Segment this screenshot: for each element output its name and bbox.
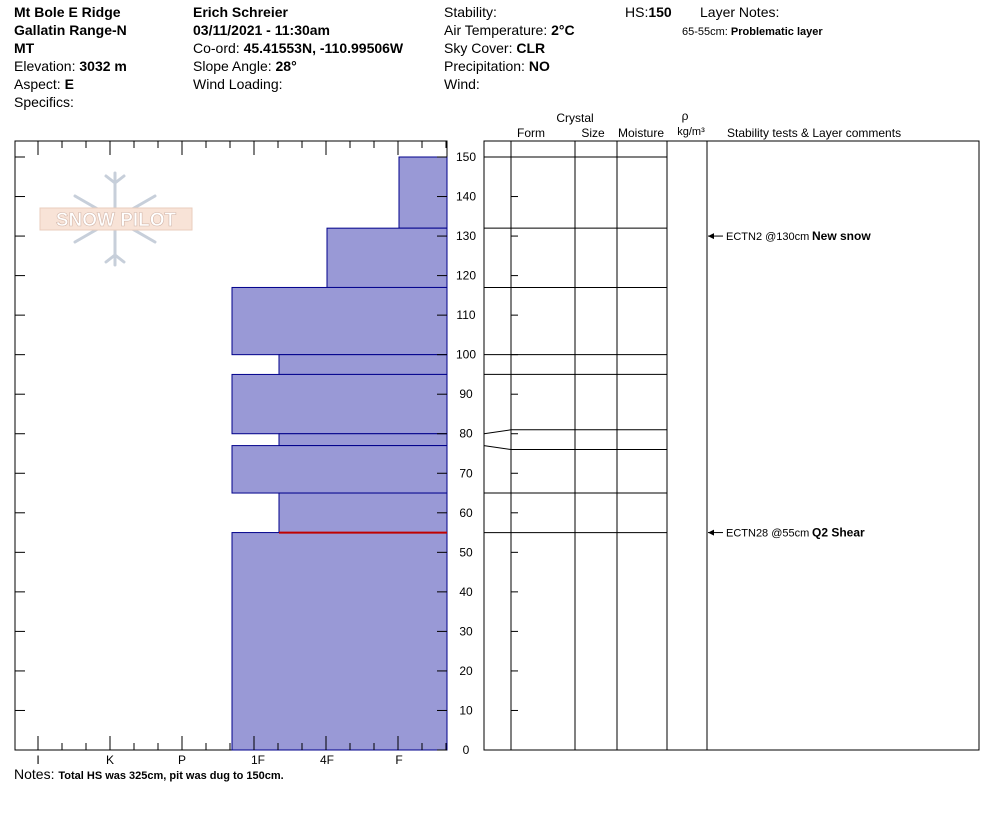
hardness-bar-8 (231, 532, 448, 751)
hardness-tick-label-p: P (178, 753, 186, 767)
hardness-tick-label-i: I (36, 753, 39, 767)
depth-tick-label-100: 100 (456, 348, 476, 362)
layer-note-range: 65-55cm: (682, 26, 728, 38)
wind-label: Wind: (444, 76, 480, 92)
elevation-row: Elevation: 3032 m (14, 58, 127, 74)
test-arrowhead-1 (708, 529, 714, 536)
sky-row: Sky Cover: CLR (444, 40, 545, 56)
logo-text: SNOW PILOT (56, 210, 177, 231)
depth-tick-label-110: 110 (456, 308, 475, 322)
state: MT (14, 40, 35, 56)
density-unit-header: kg/m³ (677, 126, 705, 138)
slope-label: Slope Angle: (193, 58, 272, 74)
depth-tick-label-130: 130 (456, 229, 476, 243)
depth-tick-label-10: 10 (459, 703, 473, 717)
size-header: Size (581, 126, 605, 140)
stability-label: Stability: (444, 4, 497, 20)
depth-tick-label-80: 80 (459, 427, 473, 441)
moisture-header: Moisture (618, 126, 664, 140)
layer-notes-label: Layer Notes: (700, 4, 780, 20)
snowpilot-logo: SNOW PILOT (39, 171, 193, 267)
depth-tick-label-90: 90 (459, 387, 473, 401)
hs-value: 150 (648, 4, 672, 20)
precip-value: NO (528, 58, 550, 74)
precip-label: Precipitation: (444, 58, 525, 74)
depth-tick-label-50: 50 (459, 545, 473, 559)
elevation-label: Elevation: (14, 58, 76, 74)
location-name: Mt Bole E Ridge (14, 4, 121, 20)
precip-row: Precipitation: NO (444, 58, 550, 74)
observation-datetime: 03/11/2021 - 11:30am (193, 22, 331, 38)
coord-value: 45.41553N, -110.99506W (243, 40, 404, 56)
hardness-tick-label-4f: 4F (320, 753, 334, 767)
hardness-bar-7 (278, 492, 448, 534)
hardness-tick-label-1f: 1F (251, 753, 265, 767)
air-temp-value: 2°C (551, 22, 575, 38)
depth-tick-label-120: 120 (456, 269, 476, 283)
layer-connector-76 (483, 445, 512, 451)
test-comment-0: New snow (812, 229, 871, 243)
aspect-row: Aspect: E (14, 76, 74, 92)
specifics-label: Specifics: (14, 94, 74, 110)
aspect-label: Aspect: (14, 76, 61, 92)
hardness-bar-0 (398, 156, 448, 229)
notes-row: Notes: Total HS was 325cm, pit was dug t… (14, 766, 284, 784)
notes-label: Notes: (14, 766, 55, 782)
depth-tick-label-20: 20 (459, 664, 473, 678)
hardness-bar-5 (278, 433, 448, 447)
hs-row: HS:150 (625, 4, 672, 20)
depth-tick-label-0: 0 (463, 743, 470, 757)
depth-tick-label-140: 140 (456, 190, 476, 204)
layer-note-row: 65-55cm: Problematic layer (682, 24, 823, 40)
test-comment-1: Q2 Shear (812, 526, 865, 540)
test-result-1: ECTN28 @55cm (726, 528, 809, 540)
coord-row: Co-ord: 45.41553N, -110.99506W (193, 40, 403, 56)
sky-label: Sky Cover: (444, 40, 513, 56)
test-arrowhead-0 (708, 233, 714, 240)
hardness-bar-1 (326, 227, 448, 288)
crystal-header: Crystal (556, 111, 593, 125)
mountain-range: Gallatin Range-N (14, 22, 127, 38)
comments-header: Stability tests & Layer comments (727, 126, 901, 140)
air-temp-row: Air Temperature: 2°C (444, 22, 575, 38)
hardness-bar-2 (231, 286, 448, 356)
slope-row: Slope Angle: 28° (193, 58, 297, 74)
aspect-value: E (64, 76, 74, 92)
depth-tick-label-60: 60 (459, 506, 473, 520)
depth-tick-label-40: 40 (459, 585, 473, 599)
hardness-tick-label-k: K (106, 753, 114, 767)
observer-name: Erich Schreier (193, 4, 288, 20)
comments-column-frame (706, 140, 980, 751)
layer-connector-81 (483, 429, 512, 435)
hardness-tick-label-f: F (395, 753, 402, 767)
notes-text: Total HS was 325cm, pit was dug to 150cm… (58, 770, 284, 782)
depth-tick-label-150: 150 (456, 150, 476, 164)
sky-value: CLR (516, 40, 546, 56)
hardness-bar-6 (231, 445, 448, 494)
elevation-value: 3032 m (79, 58, 127, 74)
coord-label: Co-ord: (193, 40, 240, 56)
hardness-bar-3 (278, 354, 448, 375)
layer-note-text: Problematic layer (730, 26, 823, 38)
hs-label: HS: (625, 4, 649, 20)
air-temp-label: Air Temperature: (444, 22, 548, 38)
depth-tick-label-70: 70 (459, 466, 473, 480)
form-header: Form (517, 126, 545, 140)
density-column-frame (666, 140, 708, 751)
depth-tick-label-30: 30 (459, 624, 473, 638)
slope-value: 28° (275, 58, 297, 74)
test-result-0: ECTN2 @130cm (726, 231, 809, 243)
rho-header: ρ (682, 109, 689, 123)
wind-loading-label: Wind Loading: (193, 76, 283, 92)
hardness-bar-4 (231, 373, 448, 435)
